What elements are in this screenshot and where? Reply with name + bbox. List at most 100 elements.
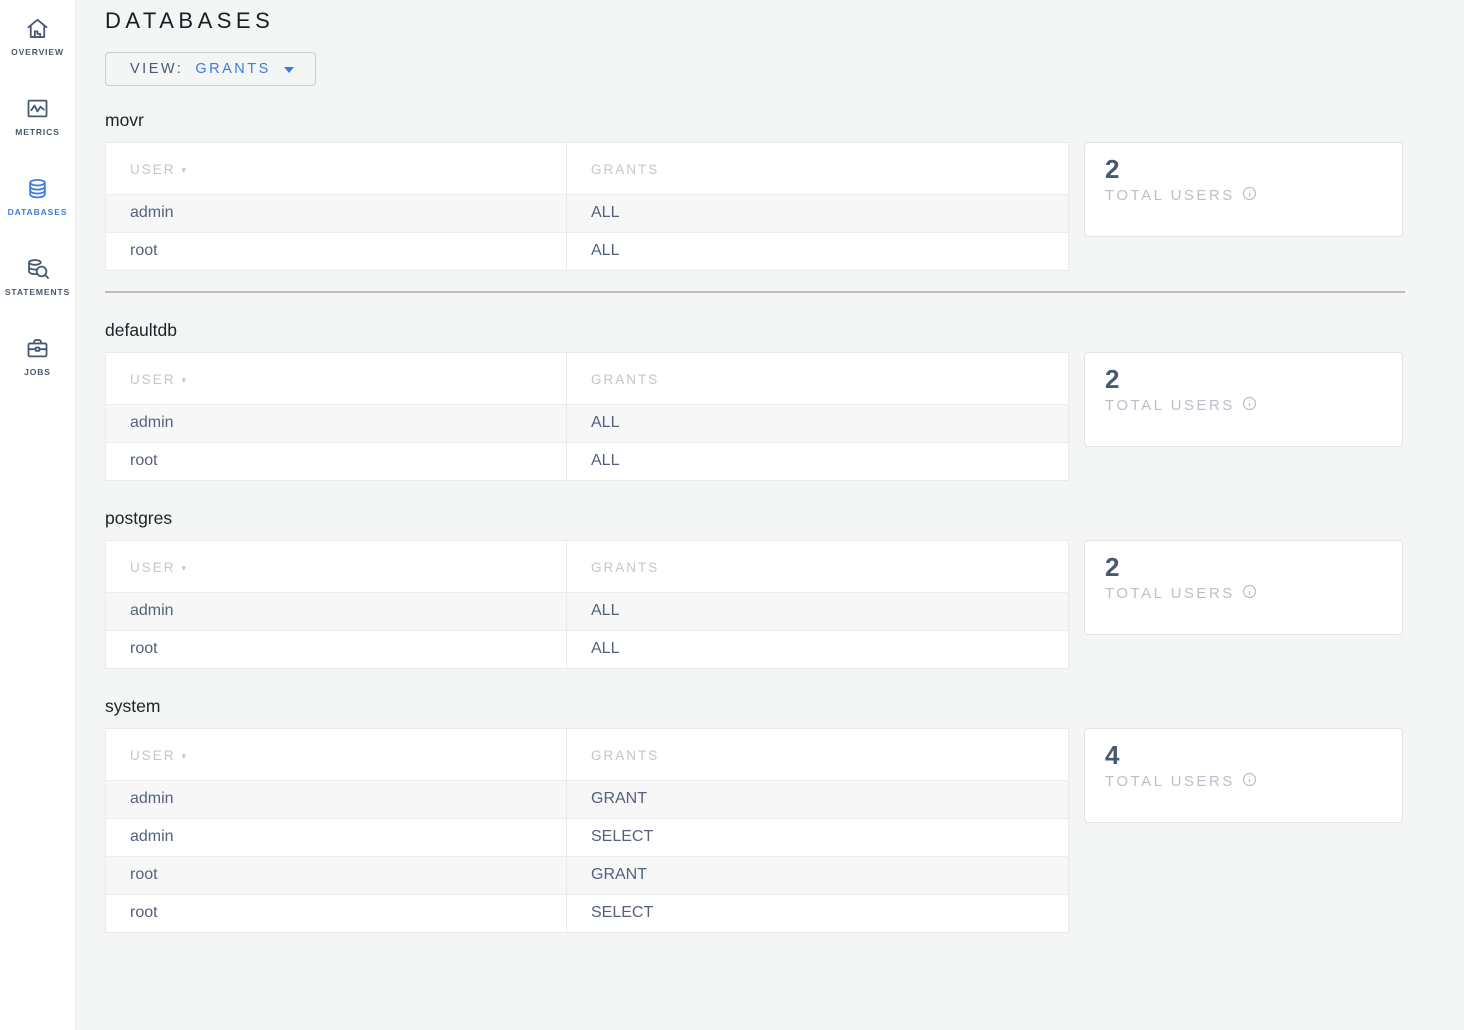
table-header-row: USER ▾ GRANTS [105, 728, 1069, 781]
table-row: admin ALL [105, 592, 1069, 631]
sort-caret-icon: ▾ [181, 563, 189, 573]
total-users-count: 2 [1105, 552, 1120, 582]
total-users-label: TOTAL USERS [1105, 585, 1235, 603]
total-users-card: 4 TOTAL USERS [1084, 728, 1403, 823]
total-users-label: TOTAL USERS [1105, 397, 1235, 415]
table-row: admin GRANT [105, 780, 1069, 819]
sidebar-nav: OVERVIEW METRICS DATABASES STATEMENTS JO… [0, 12, 75, 412]
grants-cell: ALL [566, 592, 1069, 631]
table-row: root ALL [105, 630, 1069, 669]
info-icon [1242, 186, 1257, 205]
view-selector-value: GRANTS [195, 61, 271, 77]
total-users-count: 2 [1105, 154, 1120, 184]
sidebar-item-label: STATEMENTS [4, 287, 71, 297]
column-header-grants[interactable]: GRANTS [566, 142, 1069, 195]
user-cell: root [105, 442, 567, 481]
sidebar-item-label: OVERVIEW [11, 47, 64, 57]
database-section: movr USER ▾ GRANTS admin ALL root ALL 2 [105, 109, 1407, 293]
total-users-label: TOTAL USERS [1105, 773, 1235, 791]
user-cell: root [105, 232, 567, 271]
table-header-row: USER ▾ GRANTS [105, 352, 1069, 405]
user-cell: admin [105, 818, 567, 857]
total-users-label: TOTAL USERS [1105, 187, 1235, 205]
grants-cell: SELECT [566, 894, 1069, 933]
grants-cell: ALL [566, 232, 1069, 271]
view-selector-dropdown[interactable]: VIEW: GRANTS [105, 52, 316, 86]
page-title: DATABASES [105, 8, 275, 33]
table-header-row: USER ▾ GRANTS [105, 142, 1069, 195]
sidebar: OVERVIEW METRICS DATABASES STATEMENTS JO… [0, 0, 76, 1030]
total-users-count: 2 [1105, 364, 1120, 394]
user-cell: root [105, 894, 567, 933]
sidebar-item-jobs[interactable]: JOBS [0, 332, 75, 412]
grants-table: USER ▾ GRANTS admin ALL root ALL [105, 142, 1069, 271]
database-name: system [105, 696, 161, 716]
sort-caret-icon: ▾ [181, 165, 189, 175]
grants-cell: ALL [566, 194, 1069, 233]
jobs-icon [24, 335, 51, 362]
total-users-card: 2 TOTAL USERS [1084, 142, 1403, 237]
table-row: root ALL [105, 442, 1069, 481]
total-users-count: 4 [1105, 740, 1120, 770]
sort-caret-icon: ▾ [181, 375, 189, 385]
info-icon [1242, 772, 1257, 791]
sidebar-item-label: METRICS [15, 127, 60, 137]
home-icon [24, 15, 51, 42]
column-header-user[interactable]: USER ▾ [105, 728, 567, 781]
column-header-grants[interactable]: GRANTS [566, 728, 1069, 781]
sidebar-item-label: DATABASES [7, 207, 68, 217]
user-cell: admin [105, 404, 567, 443]
sidebar-item-statements[interactable]: STATEMENTS [0, 252, 75, 332]
grants-table: USER ▾ GRANTS admin GRANT admin SELECT root GR… [105, 728, 1069, 933]
sidebar-item-databases[interactable]: DATABASES [0, 172, 75, 252]
table-header-row: USER ▾ GRANTS [105, 540, 1069, 593]
grants-table: USER ▾ GRANTS admin ALL root ALL [105, 540, 1069, 669]
grants-cell: GRANT [566, 780, 1069, 819]
grants-cell: SELECT [566, 818, 1069, 857]
database-sections: movr USER ▾ GRANTS admin ALL root ALL 2 [105, 109, 1407, 933]
table-row: root ALL [105, 232, 1069, 271]
user-cell: root [105, 630, 567, 669]
column-header-grants[interactable]: GRANTS [566, 352, 1069, 405]
metrics-icon [24, 95, 51, 122]
statements-icon [24, 255, 51, 282]
table-row: admin ALL [105, 404, 1069, 443]
user-cell: root [105, 856, 567, 895]
column-header-user[interactable]: USER ▾ [105, 540, 567, 593]
user-cell: admin [105, 592, 567, 631]
database-section: defaultdb USER ▾ GRANTS admin ALL root ALL [105, 319, 1407, 481]
user-cell: admin [105, 194, 567, 233]
total-users-label-row: TOTAL USERS [1105, 584, 1382, 603]
table-row: root GRANT [105, 856, 1069, 895]
column-header-user[interactable]: USER ▾ [105, 352, 567, 405]
grants-cell: ALL [566, 442, 1069, 481]
main-content: DATABASES VIEW: GRANTS movr USER ▾ GRANTS [77, 0, 1407, 933]
column-header-user[interactable]: USER ▾ [105, 142, 567, 195]
total-users-card: 2 TOTAL USERS [1084, 352, 1403, 447]
grants-table: USER ▾ GRANTS admin ALL root ALL [105, 352, 1069, 481]
grants-cell: ALL [566, 404, 1069, 443]
sidebar-item-overview[interactable]: OVERVIEW [0, 12, 75, 92]
total-users-card: 2 TOTAL USERS [1084, 540, 1403, 635]
table-row: admin SELECT [105, 818, 1069, 857]
sort-caret-icon: ▾ [181, 751, 189, 761]
info-icon [1242, 396, 1257, 415]
view-selector-label: VIEW: [130, 61, 184, 77]
sidebar-item-label: JOBS [24, 367, 51, 377]
grants-cell: ALL [566, 630, 1069, 669]
databases-icon [24, 175, 51, 202]
database-name: postgres [105, 508, 173, 528]
sidebar-item-metrics[interactable]: METRICS [0, 92, 75, 172]
total-users-label-row: TOTAL USERS [1105, 772, 1382, 791]
database-section: system USER ▾ GRANTS admin GRANT admin SELEC… [105, 695, 1407, 933]
total-users-label-row: TOTAL USERS [1105, 186, 1382, 205]
database-name: defaultdb [105, 320, 178, 340]
user-cell: admin [105, 780, 567, 819]
column-header-grants[interactable]: GRANTS [566, 540, 1069, 593]
info-icon [1242, 584, 1257, 603]
grants-cell: GRANT [566, 856, 1069, 895]
database-name: movr [105, 110, 144, 130]
chevron-down-icon [283, 61, 294, 77]
table-row: admin ALL [105, 194, 1069, 233]
section-divider [105, 291, 1405, 293]
